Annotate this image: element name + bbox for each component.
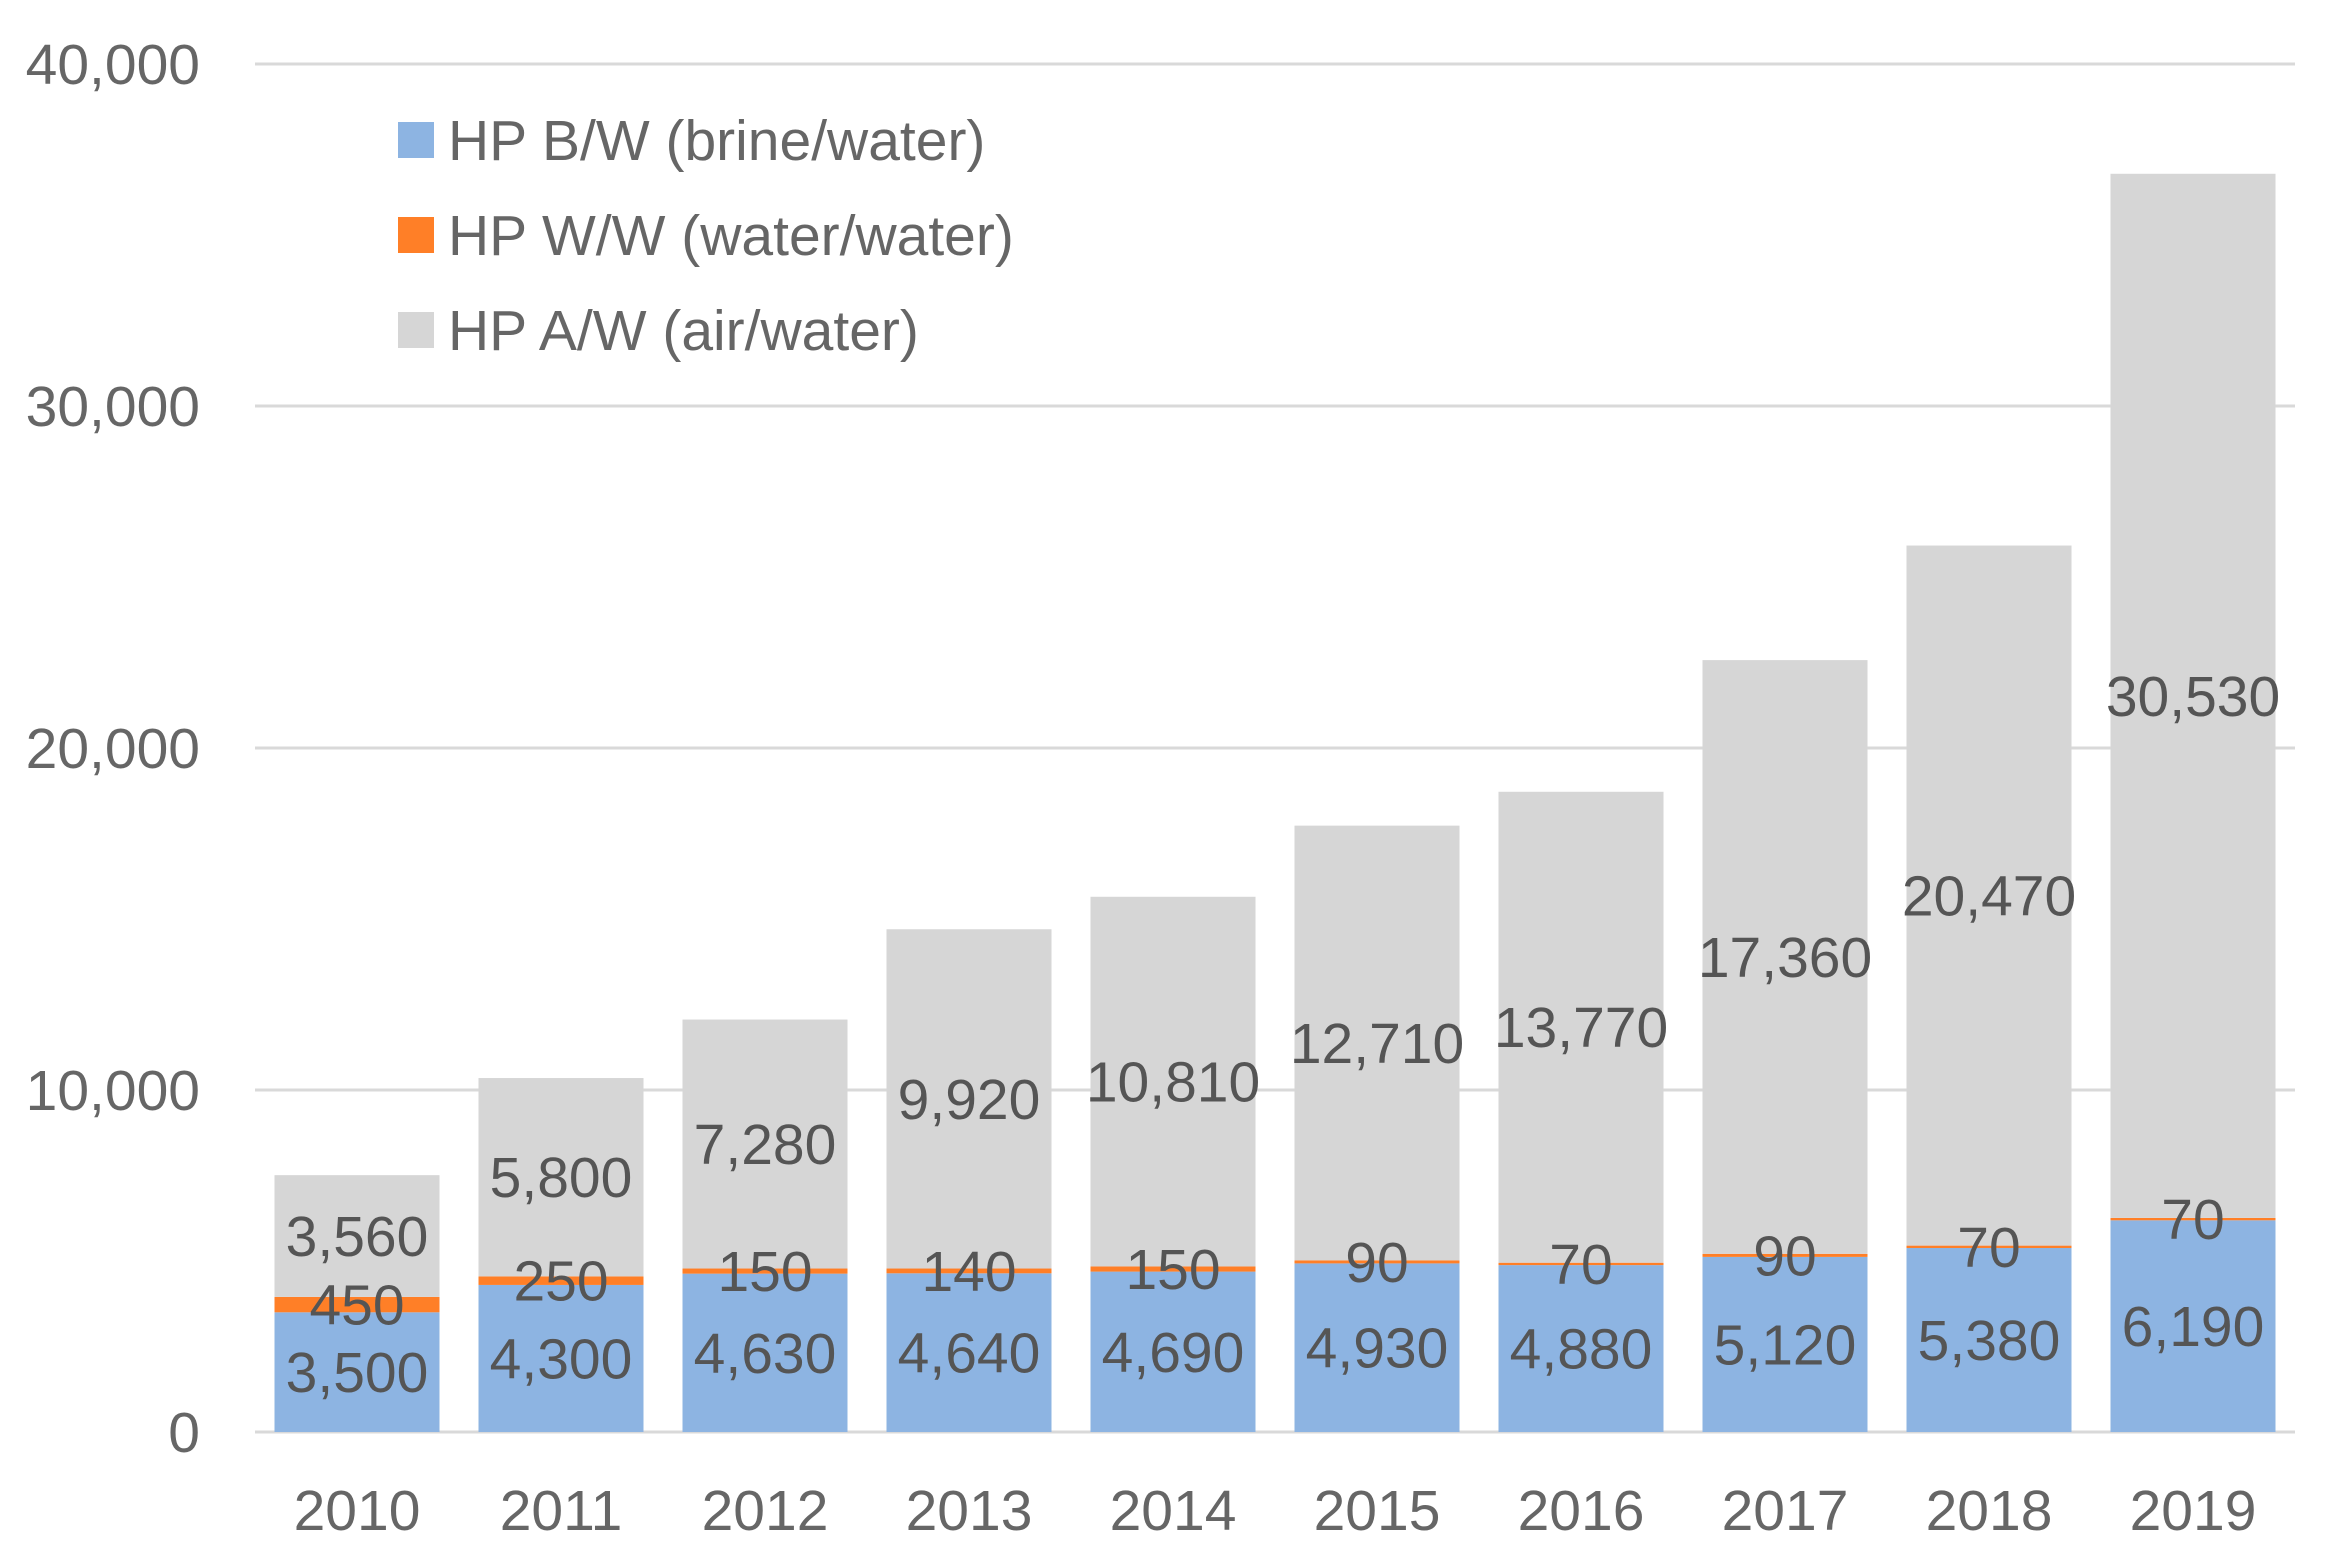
data-label: 30,530: [2106, 665, 2280, 729]
bar-segment-0-2016: [1498, 1265, 1664, 1432]
legend-swatch: [398, 122, 434, 158]
bar-segment-2-2011: [478, 1078, 644, 1277]
data-label: 3,500: [286, 1341, 429, 1405]
x-tick-label: 2015: [1314, 1479, 1441, 1543]
x-tick-label: 2010: [294, 1479, 421, 1543]
data-label: 6,190: [2122, 1295, 2265, 1359]
bar-segment-2-2017: [1702, 660, 1868, 1254]
legend: HP B/W (brine/water) HP W/W (water/water)…: [398, 109, 1014, 363]
x-tick-label: 2011: [500, 1479, 623, 1543]
data-label: 20,470: [1902, 865, 2076, 929]
data-label: 4,930: [1306, 1317, 1449, 1381]
bars: [274, 173, 2276, 1432]
bar-segment-2-2018: [1906, 545, 2072, 1246]
bar-segment-0-2011: [478, 1284, 644, 1432]
x-tick-label: 2019: [2130, 1479, 2257, 1543]
bar-segment-2-2010: [274, 1175, 440, 1297]
x-tick-label: 2012: [702, 1479, 829, 1543]
bar-segment-0-2019: [2110, 1220, 2276, 1432]
data-label: 5,120: [1714, 1313, 1857, 1377]
data-label: 13,770: [1494, 996, 1668, 1060]
data-label: 450: [309, 1274, 404, 1338]
data-label: 5,380: [1918, 1309, 2061, 1373]
bar-segment-1-2011: [478, 1276, 644, 1285]
data-label: 5,800: [490, 1146, 633, 1210]
data-label: 17,360: [1698, 926, 1872, 990]
data-label: 140: [921, 1240, 1016, 1304]
bar-segment-2-2019: [2110, 173, 2276, 1218]
bar-segment-2-2013: [886, 929, 1052, 1269]
data-label: 4,690: [1102, 1321, 1245, 1385]
data-label: 70: [2161, 1188, 2224, 1252]
bar-segment-0-2010: [274, 1312, 440, 1432]
data-label: 90: [1753, 1224, 1816, 1288]
data-label: 10,810: [1086, 1051, 1260, 1115]
bar-segment-0-2018: [1906, 1248, 2072, 1432]
bar-segment-0-2014: [1090, 1271, 1256, 1432]
legend-swatch: [398, 312, 434, 348]
bar-segment-1-2017: [1702, 1253, 1868, 1257]
y-tick-label: 30,000: [26, 375, 200, 439]
data-label: 70: [1957, 1216, 2020, 1280]
bar-segment-2-2012: [682, 1019, 848, 1269]
axes: 0 10,000 20,000 30,000 40,000 2010 2011 2012 201…: [26, 33, 2257, 1543]
legend-label: HP W/W (water/water): [448, 204, 1014, 268]
bar-segment-0-2015: [1294, 1263, 1460, 1432]
bar-segment-1-2013: [886, 1268, 1052, 1274]
y-tick-label: 40,000: [26, 33, 200, 97]
data-label: 90: [1345, 1231, 1408, 1295]
data-label: 12,710: [1290, 1012, 1464, 1076]
x-tick-label: 2017: [1722, 1479, 1849, 1543]
data-label: 250: [513, 1250, 608, 1314]
bar-segment-2-2016: [1498, 791, 1664, 1263]
data-label: 150: [717, 1240, 812, 1304]
data-label: 7,280: [694, 1113, 837, 1177]
bar-segment-1-2012: [682, 1268, 848, 1274]
bar-segment-0-2017: [1702, 1256, 1868, 1432]
bar-segment-0-2012: [682, 1273, 848, 1432]
data-label: 4,300: [490, 1327, 633, 1391]
bar-segment-0-2013: [886, 1273, 1052, 1432]
bar-segment-1-2018: [1906, 1245, 2072, 1249]
data-label: 3,560: [286, 1205, 429, 1269]
bar-segment-2-2015: [1294, 825, 1460, 1261]
bar-segment-1-2019: [2110, 1217, 2276, 1221]
bar-segment-2-2014: [1090, 896, 1256, 1267]
data-label: 70: [1549, 1233, 1612, 1297]
y-tick-label: 20,000: [26, 717, 200, 781]
data-label: 4,640: [898, 1322, 1041, 1386]
y-tick-label: 0: [168, 1401, 200, 1465]
x-tick-label: 2018: [1926, 1479, 2053, 1543]
data-label: 150: [1125, 1238, 1220, 1302]
x-tick-label: 2016: [1518, 1479, 1645, 1543]
bar-segment-1-2014: [1090, 1266, 1256, 1272]
legend-swatch: [398, 217, 434, 253]
data-label: 4,880: [1510, 1318, 1653, 1382]
bar-segment-1-2016: [1498, 1262, 1664, 1266]
legend-label: HP B/W (brine/water): [448, 109, 985, 173]
bar-segment-1-2015: [1294, 1260, 1460, 1264]
x-tick-label: 2014: [1110, 1479, 1237, 1543]
legend-label: HP A/W (air/water): [448, 299, 919, 363]
x-tick-label: 2013: [906, 1479, 1033, 1543]
data-label: 4,630: [694, 1322, 837, 1386]
y-tick-label: 10,000: [26, 1059, 200, 1123]
bar-segment-1-2010: [274, 1296, 440, 1313]
data-label: 9,920: [898, 1068, 1041, 1132]
